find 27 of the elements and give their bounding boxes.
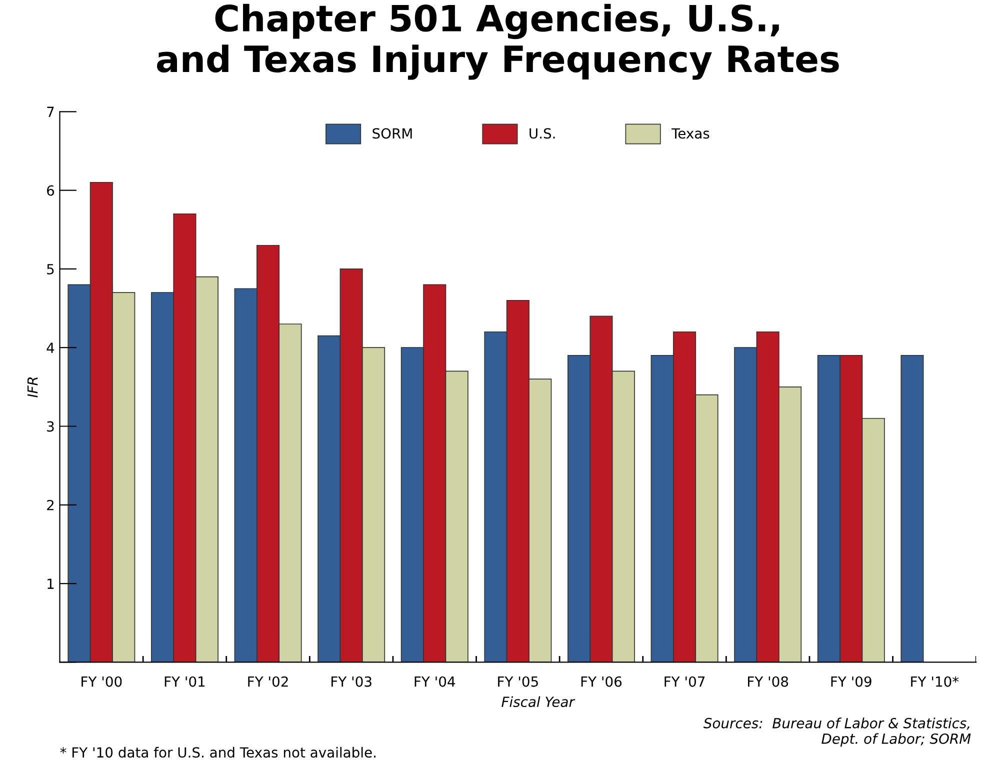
text: * FY '10 data for U.S. and Texas not available. xyxy=(60,746,376,758)
x-tick-label: FY '03 xyxy=(331,676,372,687)
legend-label: SORM xyxy=(372,128,412,139)
y-tick-label: 6 xyxy=(47,185,54,196)
x-tick-label: FY '10* xyxy=(911,676,959,687)
y-axis-title: IFR xyxy=(27,377,38,398)
bar xyxy=(900,355,924,662)
y-tick-label: 1 xyxy=(48,578,54,589)
x-tick-label: FY '08 xyxy=(748,676,788,687)
x-tick-label: FY '06 xyxy=(581,676,622,687)
x-tick-label: FY '05 xyxy=(498,676,538,687)
x-tick-label: FY '00 xyxy=(82,676,122,687)
x-tick-label: FY '07 xyxy=(664,676,705,687)
x-axis-title: Fiscal Year xyxy=(502,696,576,708)
y-tick-label: 3 xyxy=(47,421,54,432)
y-tick-label: 7 xyxy=(47,106,54,117)
y-tick-label: 4 xyxy=(46,342,54,353)
legend-label: U.S. xyxy=(530,128,555,139)
x-tick-label: FY '02 xyxy=(248,676,288,687)
x-tick-label: FY '09 xyxy=(831,676,872,687)
legend-label: Texas xyxy=(671,128,710,139)
source-note: Sources: Bureau of Labor & Statistics, Dept. of Labor; SORM xyxy=(703,718,971,747)
x-tick-label: FY '01 xyxy=(164,676,205,687)
y-tick-label: 2 xyxy=(47,500,54,510)
y-tick-label: 5 xyxy=(47,264,54,274)
chart-title: Chapter 501 Agencies, U.S., and Texas Injury Frequency Rates xyxy=(157,4,839,80)
x-tick-label: FY '04 xyxy=(414,676,456,687)
